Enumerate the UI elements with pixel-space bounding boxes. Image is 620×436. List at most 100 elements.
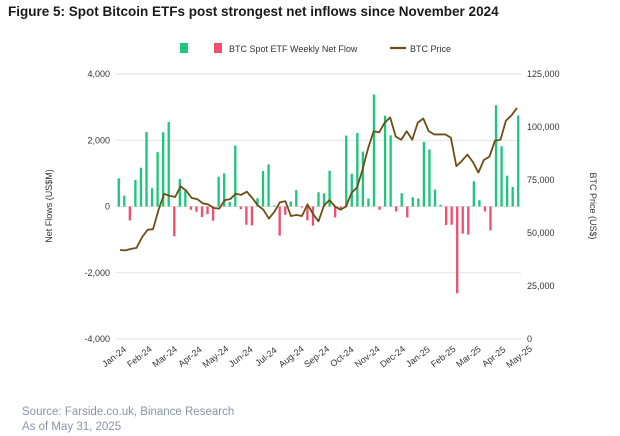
net-flow-bar bbox=[206, 206, 209, 215]
net-flow-bar bbox=[250, 206, 254, 226]
legend-swatch-inflow bbox=[180, 43, 188, 53]
x-tick-label: Feb-24 bbox=[125, 344, 154, 369]
right-axis-title: BTC Price (US$) bbox=[588, 172, 598, 239]
net-flow-bar bbox=[511, 186, 514, 207]
y-tick-label: 2,000 bbox=[87, 135, 110, 145]
left-axis-title: Net Flows (US$M) bbox=[44, 169, 54, 243]
net-flow-bar bbox=[217, 176, 220, 207]
net-flow-bar bbox=[289, 201, 292, 207]
btc-price-line bbox=[119, 107, 518, 252]
x-tick-label: Jul-24 bbox=[253, 345, 278, 368]
legend-label-btc-price: BTC Price bbox=[410, 44, 451, 54]
net-flow-bar bbox=[300, 206, 304, 208]
net-flow-bar bbox=[450, 206, 453, 225]
net-flow-bar bbox=[150, 188, 154, 207]
net-flow-bar bbox=[406, 206, 409, 218]
net-flow-bar bbox=[167, 122, 170, 207]
y-tick-label: 4,000 bbox=[87, 69, 110, 79]
net-flow-bar bbox=[139, 167, 143, 207]
net-flow-bar bbox=[145, 131, 148, 207]
net-flow-bar bbox=[234, 145, 237, 207]
net-flow-bar bbox=[456, 206, 459, 294]
net-flow-bars bbox=[117, 94, 520, 294]
net-flow-bar bbox=[295, 189, 298, 207]
net-flow-bar bbox=[494, 105, 498, 207]
y2-tick-label: 75,000 bbox=[527, 175, 555, 185]
net-flow-bar bbox=[184, 190, 187, 207]
net-flow-bar bbox=[356, 132, 359, 207]
y2-tick-label: 50,000 bbox=[527, 228, 555, 238]
net-flow-bar bbox=[200, 206, 204, 218]
as-of-date: As of May 31, 2025 bbox=[22, 421, 122, 433]
net-flow-bar bbox=[284, 206, 287, 215]
net-flow-bar bbox=[383, 115, 387, 207]
x-tick-label: Aug-24 bbox=[277, 344, 306, 370]
net-flow-bar bbox=[517, 115, 520, 207]
legend-swatch-outflow bbox=[214, 43, 222, 53]
x-axis-ticks: Jan-24Feb-24Mar-24Apr-24May-24Jun-24Jul-… bbox=[100, 343, 534, 369]
net-flow-bar bbox=[428, 149, 431, 207]
net-flow-bar bbox=[489, 206, 492, 231]
net-flow-bar bbox=[483, 206, 487, 212]
net-flow-bar bbox=[189, 206, 193, 210]
net-flow-bar bbox=[322, 193, 326, 207]
y-tick-label: 0 bbox=[105, 202, 110, 212]
net-flow-bar bbox=[378, 206, 381, 210]
net-flow-bar bbox=[350, 173, 353, 207]
net-flow-bar bbox=[256, 198, 259, 207]
net-flow-bar bbox=[228, 201, 231, 207]
net-flow-bar bbox=[433, 189, 437, 207]
x-tick-label: Apr-24 bbox=[176, 344, 203, 369]
y2-tick-label: 100,000 bbox=[527, 122, 560, 132]
x-tick-label: Dec-24 bbox=[378, 344, 407, 370]
net-flow-bar bbox=[211, 206, 215, 221]
net-flow-bar bbox=[239, 206, 242, 210]
y2-tick-label: 25,000 bbox=[527, 281, 555, 291]
net-flow-bar bbox=[345, 135, 348, 207]
net-flow-bar bbox=[156, 152, 159, 207]
net-flow-bar bbox=[422, 141, 426, 207]
left-axis-ticks: -4,000 -2,000 0 2,000 4,000 bbox=[84, 69, 110, 344]
net-flow-bar bbox=[267, 164, 270, 207]
y2-tick-label: 125,000 bbox=[527, 69, 560, 79]
net-flow-bar bbox=[478, 200, 481, 207]
net-flow-bar bbox=[195, 206, 198, 212]
legend-label-net-flow: BTC Spot ETF Weekly Net Flow bbox=[229, 44, 358, 54]
net-flow-bar bbox=[505, 175, 509, 207]
net-flow-bar bbox=[411, 197, 414, 207]
net-flow-bar bbox=[444, 206, 448, 226]
net-flow-bar bbox=[372, 94, 376, 207]
net-flow-bar bbox=[333, 206, 337, 218]
net-flow-bar bbox=[123, 195, 126, 207]
net-flow-bar bbox=[339, 206, 342, 209]
net-flow-bar bbox=[278, 206, 281, 236]
chart-title: Figure 5: Spot Bitcoin ETFs post stronge… bbox=[8, 4, 499, 19]
net-flow-bar bbox=[161, 132, 165, 207]
net-flow-bar bbox=[178, 179, 181, 207]
y-tick-label: -2,000 bbox=[84, 268, 110, 278]
net-flow-bar bbox=[223, 173, 226, 207]
net-flow-bar bbox=[134, 180, 137, 207]
net-flow-bar bbox=[272, 205, 276, 207]
x-tick-label: Mar-25 bbox=[454, 344, 483, 369]
net-flow-bar bbox=[400, 193, 403, 207]
btc-etf-flows-chart: BTC Spot ETF Weekly Net Flow BTC Price -… bbox=[44, 43, 598, 370]
x-tick-label: Jan-24 bbox=[100, 344, 128, 369]
net-flow-bar bbox=[317, 192, 320, 207]
net-flow-bar bbox=[173, 206, 176, 237]
x-tick-label: Oct-24 bbox=[328, 344, 355, 369]
right-axis-ticks: 0 25,000 50,000 75,000 100,000 125,000 bbox=[527, 69, 560, 344]
chart-legend: BTC Spot ETF Weekly Net Flow BTC Price bbox=[180, 43, 451, 54]
x-tick-label: Jan-25 bbox=[404, 344, 432, 369]
x-tick-label: Apr-25 bbox=[480, 344, 507, 369]
x-tick-label: Jun-24 bbox=[227, 344, 255, 369]
source-note: Source: Farside.co.uk, Binance Research bbox=[22, 406, 235, 418]
net-flow-bar bbox=[417, 198, 420, 207]
x-tick-label: May-25 bbox=[504, 343, 534, 369]
net-flow-bar bbox=[328, 170, 331, 207]
net-flow-bar bbox=[117, 178, 120, 207]
y-tick-label: -4,000 bbox=[84, 334, 110, 344]
net-flow-bar bbox=[395, 206, 398, 212]
net-flow-bar bbox=[367, 198, 370, 207]
x-tick-label: Mar-24 bbox=[150, 344, 179, 369]
